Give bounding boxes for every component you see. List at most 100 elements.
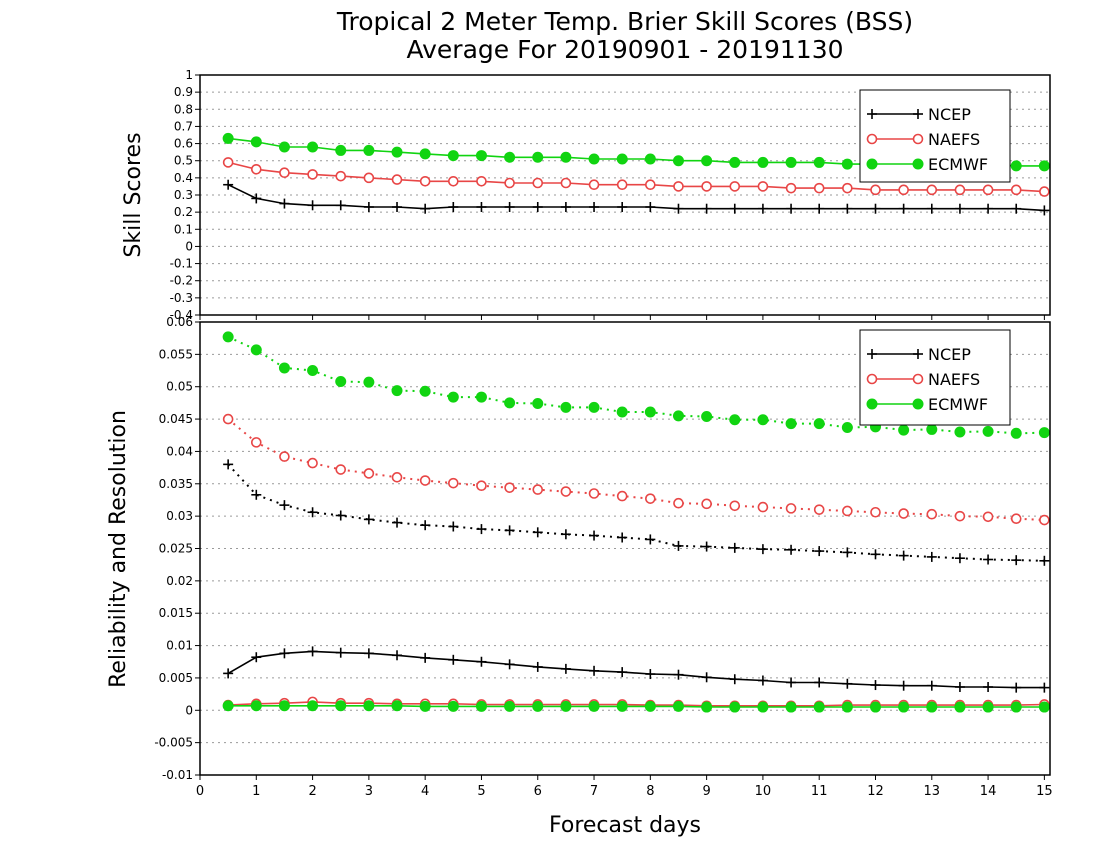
data-point-ecmwf (560, 151, 572, 163)
legend-marker-ncep (867, 349, 877, 359)
data-point-ecmwf (278, 141, 290, 153)
data-point-resolution-ncep (926, 551, 937, 562)
top-y-tick-label: 0.3 (174, 188, 193, 202)
data-point-ncep (1011, 203, 1022, 214)
data-point-reliability-ncep (983, 681, 994, 692)
data-point-resolution-naefs (982, 511, 994, 523)
data-point-reliability-ncep (926, 680, 937, 691)
data-point-resolution-ecmwf (475, 391, 487, 403)
top-y-axis-label: Skill Scores (121, 132, 146, 257)
data-point-resolution-ncep (1011, 555, 1022, 566)
data-point-resolution-ncep (251, 489, 262, 500)
data-point-reliability-ecmwf (307, 700, 319, 712)
data-point-resolution-ncep (673, 540, 684, 551)
data-point-resolution-ecmwf (588, 401, 600, 413)
bottom-y-tick-label: 0.06 (166, 315, 193, 329)
legend-marker-ecmwf (912, 158, 924, 170)
data-point-reliability-ecmwf (813, 701, 825, 713)
data-point-reliability-ecmwf (701, 701, 713, 713)
data-point-resolution-ncep (279, 500, 290, 511)
data-point-reliability-ncep (757, 675, 768, 686)
data-point-reliability-ncep (560, 663, 571, 674)
data-point-resolution-ncep (898, 550, 909, 561)
bottom-x-tick-label: 9 (702, 784, 710, 799)
bottom-x-tick-label: 3 (365, 784, 373, 799)
data-point-resolution-ecmwf (560, 401, 572, 413)
data-point-reliability-ncep (814, 677, 825, 688)
data-point-resolution-naefs (645, 493, 656, 504)
data-point-ecmwf (701, 155, 713, 167)
data-point-naefs (870, 184, 881, 196)
series-line-resolution-ncep (227, 463, 1045, 562)
data-point-ncep (814, 203, 825, 214)
data-point-reliability-ncep (870, 680, 881, 691)
data-point-resolution-ncep (420, 520, 431, 531)
data-point-resolution-ecmwf (391, 385, 403, 397)
data-point-naefs (785, 182, 797, 194)
series-line-reliability-ncep (227, 650, 1045, 689)
data-point-ncep (983, 203, 994, 214)
data-point-ecmwf (307, 141, 319, 153)
data-point-reliability-ncep (786, 677, 797, 688)
data-point-ecmwf (616, 153, 628, 165)
data-point-naefs (560, 177, 572, 189)
top-y-tick-label: 0.8 (174, 102, 193, 116)
bottom-y-tick-label: -0.01 (162, 768, 193, 782)
data-point-ecmwf (729, 156, 741, 168)
data-point-resolution-naefs (616, 490, 628, 502)
data-point-resolution-ncep (589, 530, 600, 541)
data-point-reliability-ncep (954, 681, 965, 692)
data-point-reliability-ncep (279, 648, 290, 659)
data-point-resolution-naefs (504, 482, 515, 493)
data-point-resolution-naefs (560, 486, 572, 497)
legend-label-ecmwf: ECMWF (928, 395, 988, 414)
top-y-tick-label: -0.2 (170, 274, 193, 288)
data-point-resolution-ecmwf (250, 344, 262, 356)
data-point-resolution-ncep (786, 544, 797, 555)
legend-label-ecmwf: ECMWF (928, 155, 988, 174)
data-point-naefs (391, 174, 403, 185)
data-point-reliability-ncep (701, 672, 712, 683)
data-point-naefs (982, 184, 994, 196)
legend-label-naefs: NAEFS (928, 370, 980, 389)
data-point-reliability-ecmwf (616, 700, 628, 712)
data-point-reliability-ncep (420, 652, 431, 663)
bottom-x-tick-label: 8 (646, 784, 654, 799)
bottom-x-tick-label: 14 (980, 784, 997, 799)
legend-marker-naefs (866, 373, 878, 385)
data-point-resolution-ncep (335, 510, 346, 521)
top-y-tick-label: 0.7 (174, 119, 193, 133)
data-point-reliability-ecmwf (335, 700, 347, 712)
top-y-tick-label: -0.4 (170, 308, 193, 322)
skill-scores-panel: Skill Scores 1 0.9 0.8 0.7 0.6 0.5 0.4 0.3 0.2 0.… (121, 68, 1051, 322)
data-point-naefs (701, 181, 712, 192)
bottom-x-tick-label: 15 (1036, 784, 1053, 799)
data-point-naefs (926, 184, 938, 196)
top-y-tick-label: 0.6 (174, 137, 193, 151)
data-point-ecmwf (504, 151, 516, 163)
bottom-x-tick-label: 5 (477, 784, 485, 799)
data-point-resolution-naefs (785, 503, 797, 514)
data-point-resolution-ecmwf (278, 362, 290, 374)
bottom-y-tick-label: 0.005 (159, 671, 193, 685)
data-point-resolution-ecmwf (729, 414, 741, 426)
data-point-resolution-naefs (307, 457, 318, 469)
bottom-x-tick-label: 10 (755, 784, 772, 799)
data-point-resolution-ecmwf (1038, 427, 1050, 439)
data-point-reliability-ecmwf (475, 700, 487, 712)
legend-marker-naefs (866, 133, 878, 145)
data-point-resolution-naefs (1010, 513, 1022, 525)
data-point-naefs (532, 177, 544, 189)
bottom-y-tick-label: 0.035 (159, 477, 193, 491)
legend-marker-ecmwf (912, 398, 924, 410)
data-point-naefs (588, 179, 600, 191)
data-point-reliability-ecmwf (391, 700, 403, 712)
data-point-reliability-ecmwf (504, 700, 516, 712)
data-point-resolution-ncep (476, 524, 487, 535)
bottom-y-tick-label: 0.01 (166, 639, 193, 653)
data-point-ncep (870, 203, 881, 214)
data-point-ncep (504, 202, 515, 212)
data-point-naefs (250, 163, 262, 175)
data-point-reliability-ecmwf (757, 701, 769, 713)
legend-marker-ncep (913, 349, 923, 359)
